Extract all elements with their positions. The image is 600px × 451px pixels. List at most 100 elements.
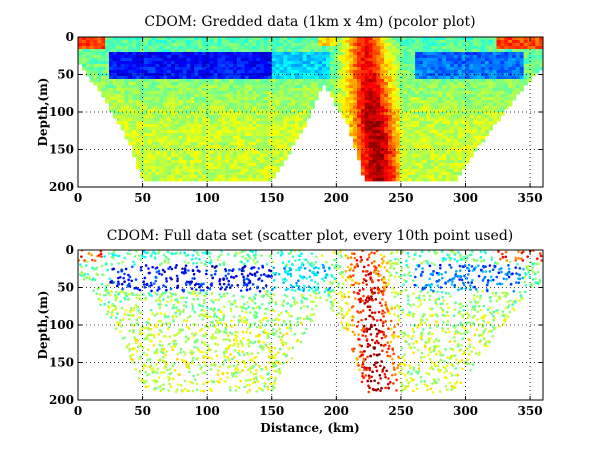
heatmap-cell (488, 85, 494, 89)
heatmap-cell (174, 100, 180, 104)
heatmap-cell (233, 136, 238, 140)
heatmap-cell (461, 139, 466, 143)
heatmap-cell (182, 40, 187, 44)
heatmap-cell (229, 124, 234, 128)
heatmap-cell (384, 61, 389, 65)
heatmap-cell (426, 88, 432, 92)
heatmap-cell (233, 172, 238, 176)
heatmap-cell (140, 76, 145, 80)
heatmap-cell (337, 76, 342, 80)
scatter-point (107, 252, 111, 255)
heatmap-cell (504, 103, 509, 107)
heatmap-cell (457, 172, 463, 176)
heatmap-cell (504, 91, 509, 95)
heatmap-cell (527, 43, 532, 47)
heatmap-cell (186, 46, 191, 50)
heatmap-cell (469, 124, 474, 128)
heatmap-cell (298, 70, 304, 74)
heatmap-cell (240, 97, 246, 101)
heatmap-cell (403, 46, 408, 50)
heatmap-cell (240, 55, 246, 59)
bottom-panel: CDOM: Full data set (scatter plot, every… (36, 228, 544, 435)
heatmap-cell (275, 43, 280, 47)
heatmap-cell (422, 43, 428, 47)
heatmap-cell (384, 127, 389, 131)
heatmap-cell (434, 169, 439, 173)
heatmap-cell (109, 52, 114, 56)
heatmap-cell (399, 109, 404, 113)
heatmap-cell (182, 43, 187, 47)
heatmap-cell (163, 70, 168, 74)
heatmap-cell (248, 58, 253, 62)
heatmap-cell (291, 40, 296, 44)
heatmap-cell (178, 157, 184, 161)
heatmap-cell (81, 61, 87, 65)
heatmap-cell (399, 124, 404, 128)
x-tick-label: 350 (518, 191, 543, 205)
heatmap-cell (244, 70, 249, 74)
heatmap-cell (295, 118, 300, 122)
heatmap-cell (186, 160, 191, 164)
heatmap-cell (260, 46, 265, 50)
heatmap-cell (457, 58, 463, 62)
scatter-point (334, 258, 338, 262)
heatmap-cell (457, 70, 463, 74)
heatmap-cell (182, 145, 187, 149)
heatmap-cell (236, 154, 242, 158)
heatmap-cell (403, 148, 408, 152)
heatmap-cell (419, 43, 424, 47)
heatmap-cell (205, 67, 211, 71)
heatmap-cell (163, 139, 168, 143)
heatmap-cell (473, 97, 478, 101)
heatmap-cell (496, 76, 501, 80)
heatmap-cell (194, 145, 199, 149)
heatmap-cell (275, 166, 280, 170)
heatmap-cell (457, 46, 463, 50)
heatmap-cell (333, 43, 339, 47)
heatmap-cell (264, 55, 269, 59)
heatmap-cell (132, 154, 137, 158)
heatmap-cell (372, 136, 377, 140)
heatmap-cell (171, 139, 176, 143)
heatmap-cell (174, 172, 180, 176)
heatmap-cell (388, 52, 393, 56)
heatmap-cell (213, 106, 218, 110)
heatmap-cell (333, 100, 339, 104)
heatmap-cell (225, 58, 230, 62)
heatmap-cell (535, 64, 540, 68)
heatmap-cell (453, 124, 459, 128)
heatmap-cell (256, 103, 261, 107)
scatter-point (323, 269, 327, 273)
heatmap-cell (202, 145, 207, 149)
heatmap-cell (422, 52, 428, 56)
heatmap-cell (136, 94, 141, 98)
heatmap-cell (271, 130, 277, 134)
heatmap-cell (461, 115, 466, 119)
heatmap-cell (163, 115, 168, 119)
scatter-point (232, 294, 236, 298)
heatmap-cell (453, 136, 459, 140)
heatmap-cell (81, 64, 87, 68)
heatmap-cell (399, 106, 404, 110)
heatmap-cell (426, 82, 432, 86)
heatmap-cell (461, 109, 466, 113)
heatmap-cell (430, 109, 435, 113)
heatmap-cell (97, 64, 102, 68)
heatmap-cell (233, 70, 238, 74)
heatmap-cell (236, 49, 242, 53)
heatmap-cell (256, 115, 261, 119)
heatmap-cell (515, 64, 521, 68)
heatmap-cell (484, 67, 490, 71)
heatmap-cell (450, 103, 455, 107)
heatmap-cell (209, 109, 215, 113)
heatmap-cell (252, 85, 257, 89)
heatmap-cell (384, 121, 389, 125)
heatmap-cell (415, 109, 420, 113)
heatmap-cell (198, 58, 203, 62)
heatmap-cell (155, 154, 160, 158)
heatmap-cell (353, 145, 358, 149)
heatmap-cell (252, 151, 257, 155)
heatmap-cell (194, 112, 199, 116)
heatmap-cell (155, 82, 160, 86)
heatmap-cell (450, 166, 455, 170)
